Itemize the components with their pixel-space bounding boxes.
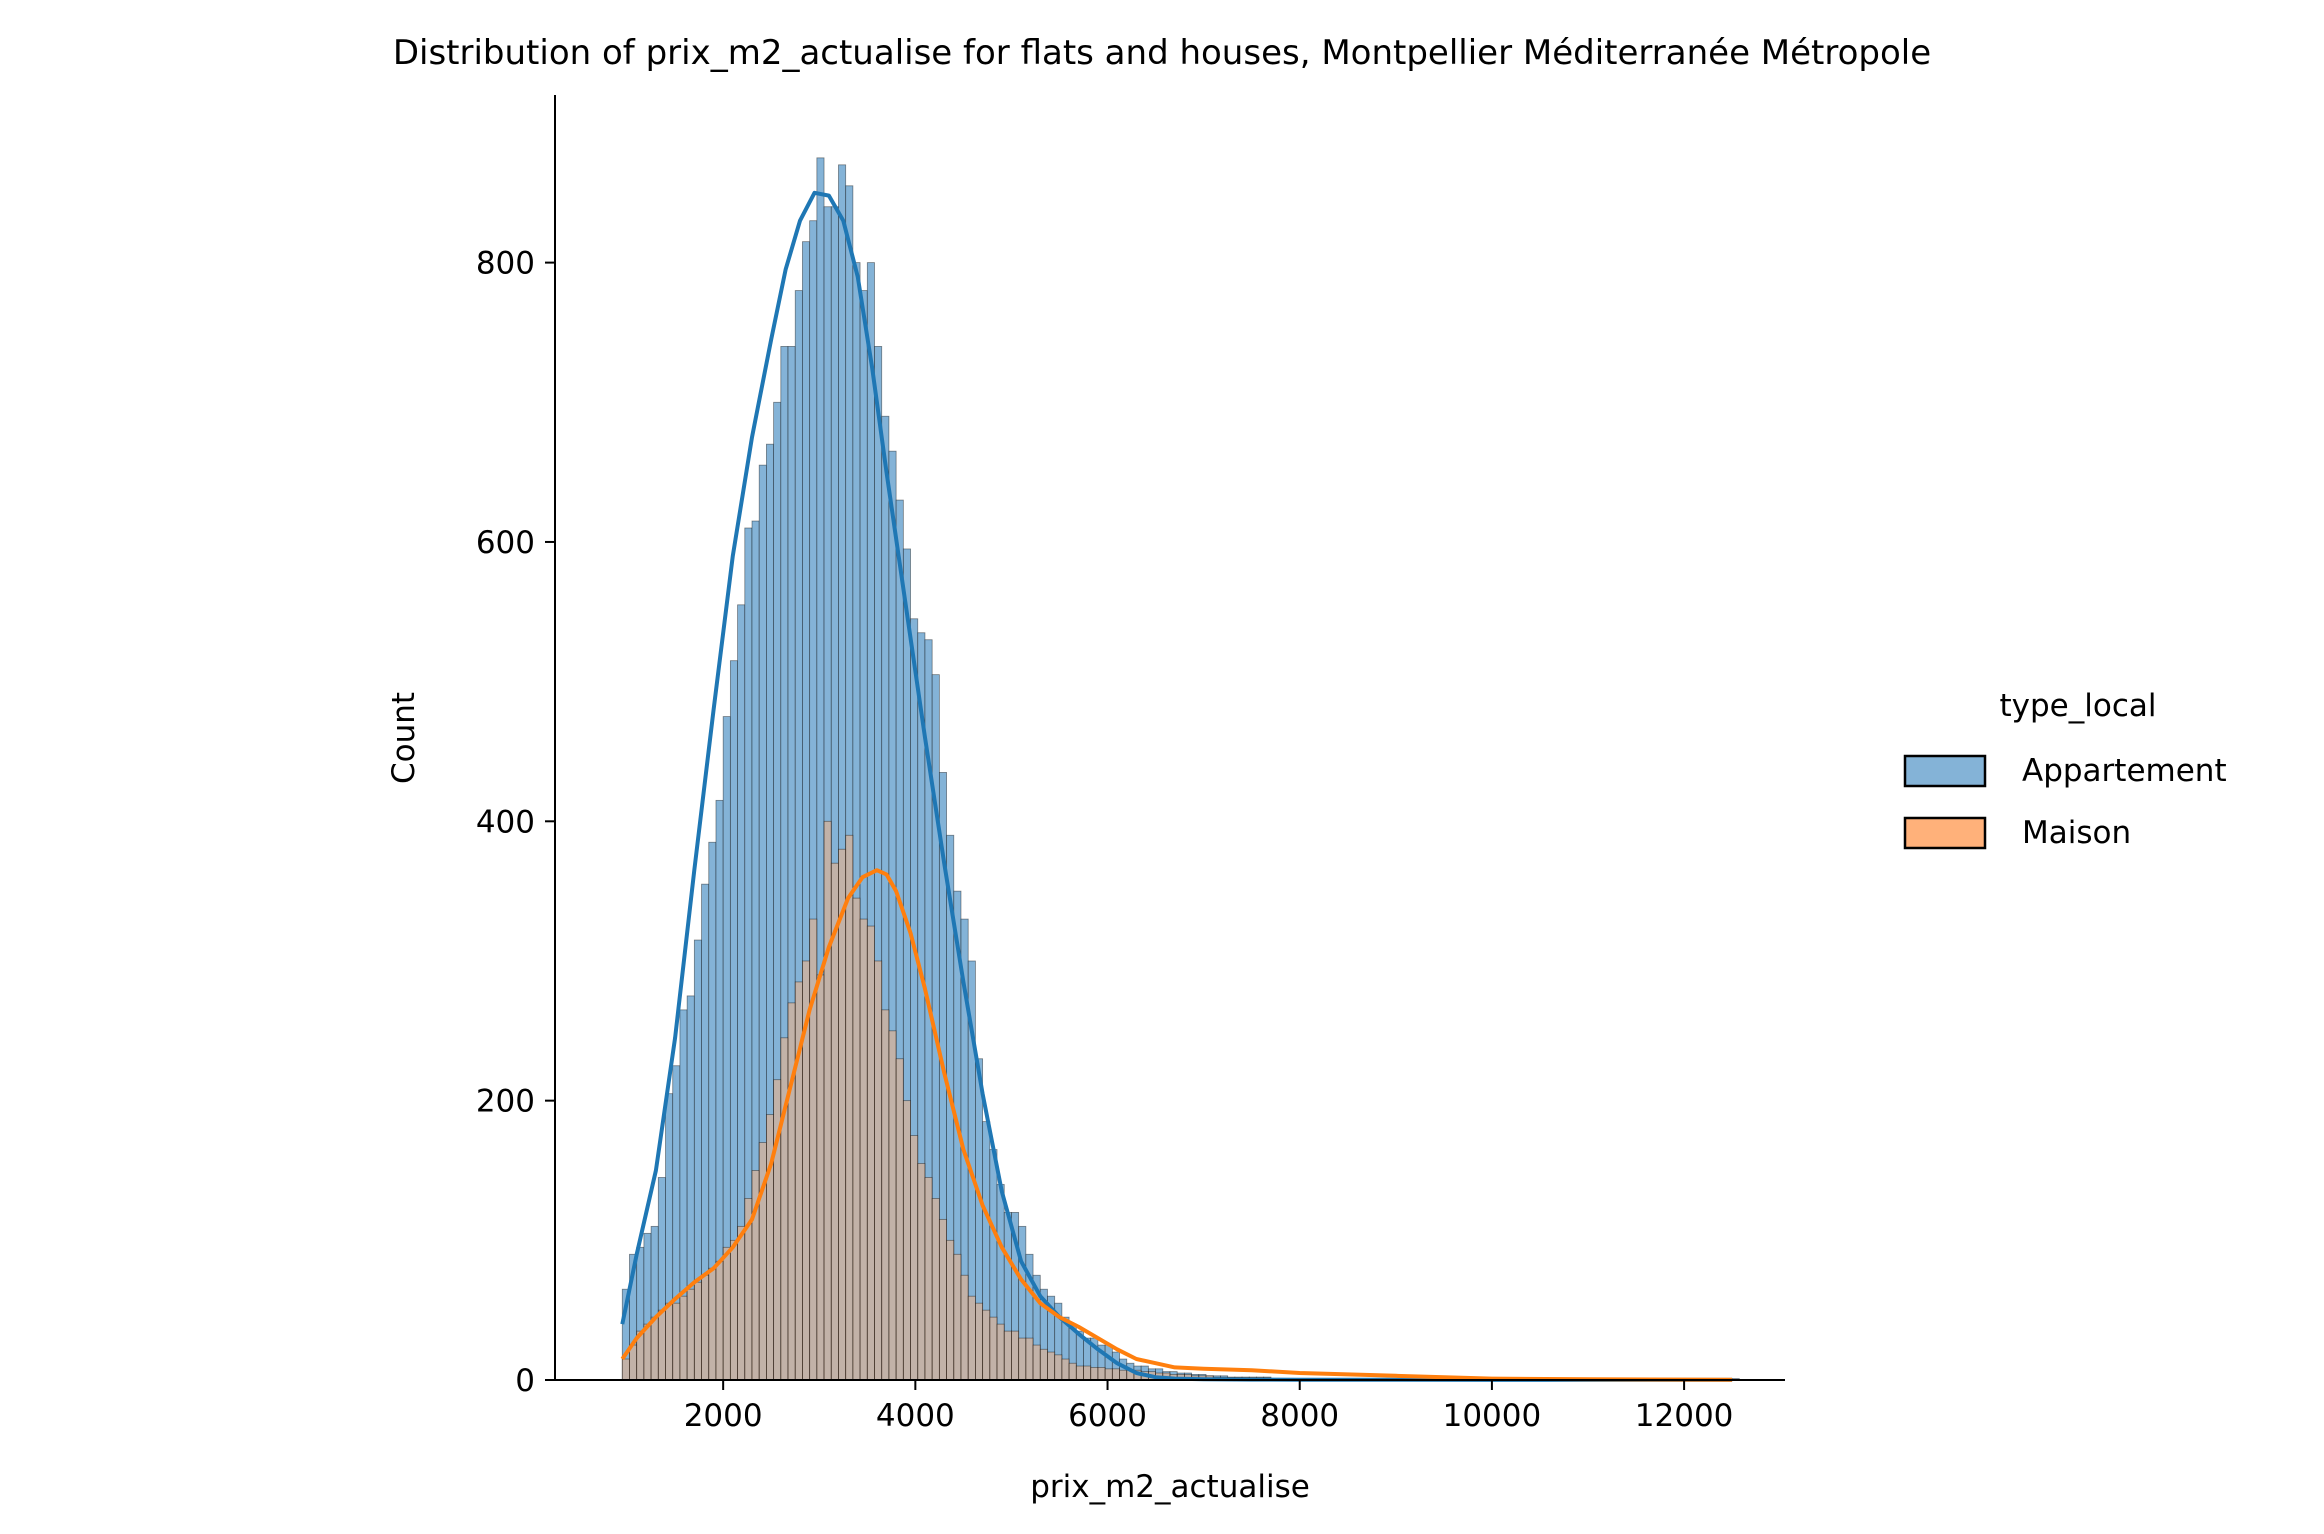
legend-swatch-appartement: [1903, 754, 1987, 788]
hist-bar-maison: [1097, 1367, 1106, 1381]
legend: type_local Appartement Maison: [1903, 688, 2227, 851]
y-tick-label: 200: [476, 1084, 535, 1120]
x-axis-ticks: 2000 4000 6000 8000 10000 12000: [684, 1380, 1734, 1434]
hist-bar-maison: [672, 1302, 681, 1381]
hist-bar-maison: [1054, 1354, 1063, 1381]
legend-swatch-maison: [1903, 816, 1987, 850]
hist-bar-maison: [722, 1246, 731, 1381]
hist-bar-maison: [816, 974, 825, 1381]
hist-bar-maison: [787, 1002, 796, 1381]
hist-bar-maison: [1111, 1368, 1120, 1381]
y-axis-label: Count: [386, 692, 422, 784]
plot-area: [620, 157, 1740, 1382]
x-axis-label: prix_m2_actualise: [1030, 1469, 1310, 1505]
hist-bar-maison: [1032, 1344, 1041, 1381]
x-tick-label: 8000: [1260, 1398, 1339, 1434]
x-tick-label: 2000: [684, 1398, 763, 1434]
hist-bar-maison: [917, 1163, 926, 1381]
kde-line-maison: [620, 868, 1733, 1382]
hist-bar-maison: [1011, 1330, 1020, 1381]
hist-bar-maison: [838, 848, 847, 1381]
hist-bar-maison: [953, 1253, 962, 1381]
legend-label-appartement: Appartement: [2022, 753, 2227, 789]
hist-bar-maison: [888, 1030, 897, 1381]
hist-bar-maison: [737, 1225, 746, 1381]
legend-title: type_local: [2000, 688, 2157, 724]
hist-bar-maison: [823, 820, 832, 1381]
y-tick-label: 0: [515, 1363, 535, 1399]
hist-bar-maison: [946, 1239, 955, 1381]
y-tick-label: 600: [476, 525, 535, 561]
x-tick-label: 4000: [876, 1398, 955, 1434]
hist-bar-maison: [657, 1309, 666, 1381]
hist-bar-maison: [1068, 1362, 1077, 1381]
hist-bar-maison: [1025, 1337, 1034, 1381]
hist-bar-maison: [686, 1288, 695, 1381]
y-tick-label: 400: [476, 804, 535, 840]
hist-bar-maison: [975, 1302, 984, 1381]
hist-bar-maison: [708, 1267, 717, 1381]
hist-bar-maison: [852, 897, 861, 1381]
chart-title: Distribution of prix_m2_actualise for fl…: [393, 33, 1931, 73]
hist-bar-maison: [1039, 1348, 1048, 1381]
hist-bar-maison: [1104, 1368, 1113, 1381]
hist-bar-maison: [938, 1218, 947, 1381]
y-axis-ticks: 0 200 400 600 800: [476, 246, 555, 1399]
hist-bar-maison: [895, 1058, 904, 1381]
hist-bar-maison: [996, 1323, 1005, 1381]
hist-bar-maison: [665, 1302, 674, 1381]
hist-bar-maison: [859, 918, 868, 1381]
hist-bar-maison: [866, 925, 875, 1381]
hist-bar-maison: [1119, 1369, 1128, 1381]
hist-bar-maison: [982, 1309, 991, 1381]
legend-label-maison: Maison: [2022, 815, 2131, 851]
hist-bar-maison: [1047, 1351, 1056, 1381]
hist-bar-maison: [1075, 1365, 1084, 1381]
hist-bar-maison: [780, 1037, 789, 1381]
hist-bar-maison: [910, 1135, 919, 1381]
hist-bar-maison: [643, 1323, 652, 1381]
x-tick-label: 6000: [1068, 1398, 1147, 1434]
hist-bar-maison: [621, 1358, 630, 1381]
hist-bar-maison: [845, 834, 854, 1381]
hist-bar-maison: [924, 1177, 933, 1381]
hist-bar-maison: [902, 1100, 911, 1381]
y-tick-label: 800: [476, 246, 535, 282]
hist-bar-maison: [650, 1316, 659, 1381]
hist-bar-maison: [1090, 1367, 1099, 1381]
hist-bar-maison: [960, 1274, 969, 1381]
x-tick-label: 10000: [1443, 1398, 1542, 1434]
hist-bar-maison: [989, 1316, 998, 1381]
hist-bar-maison: [701, 1274, 710, 1381]
x-tick-label: 12000: [1635, 1398, 1734, 1434]
hist-bar-maison: [1003, 1330, 1012, 1381]
hist-bar-maison: [1061, 1358, 1070, 1381]
hist-bar-maison: [679, 1295, 688, 1381]
hist-bar-maison: [967, 1295, 976, 1381]
hist-bar-maison: [1083, 1365, 1092, 1381]
hist-bar-maison: [729, 1239, 738, 1381]
hist-bar-maison: [881, 1009, 890, 1381]
hist-bar-maison: [1018, 1337, 1027, 1381]
hist-bar-maison: [693, 1281, 702, 1381]
hist-bar-maison: [715, 1260, 724, 1381]
hist-bar-maison: [874, 960, 883, 1381]
hist-bar-maison: [931, 1198, 940, 1381]
